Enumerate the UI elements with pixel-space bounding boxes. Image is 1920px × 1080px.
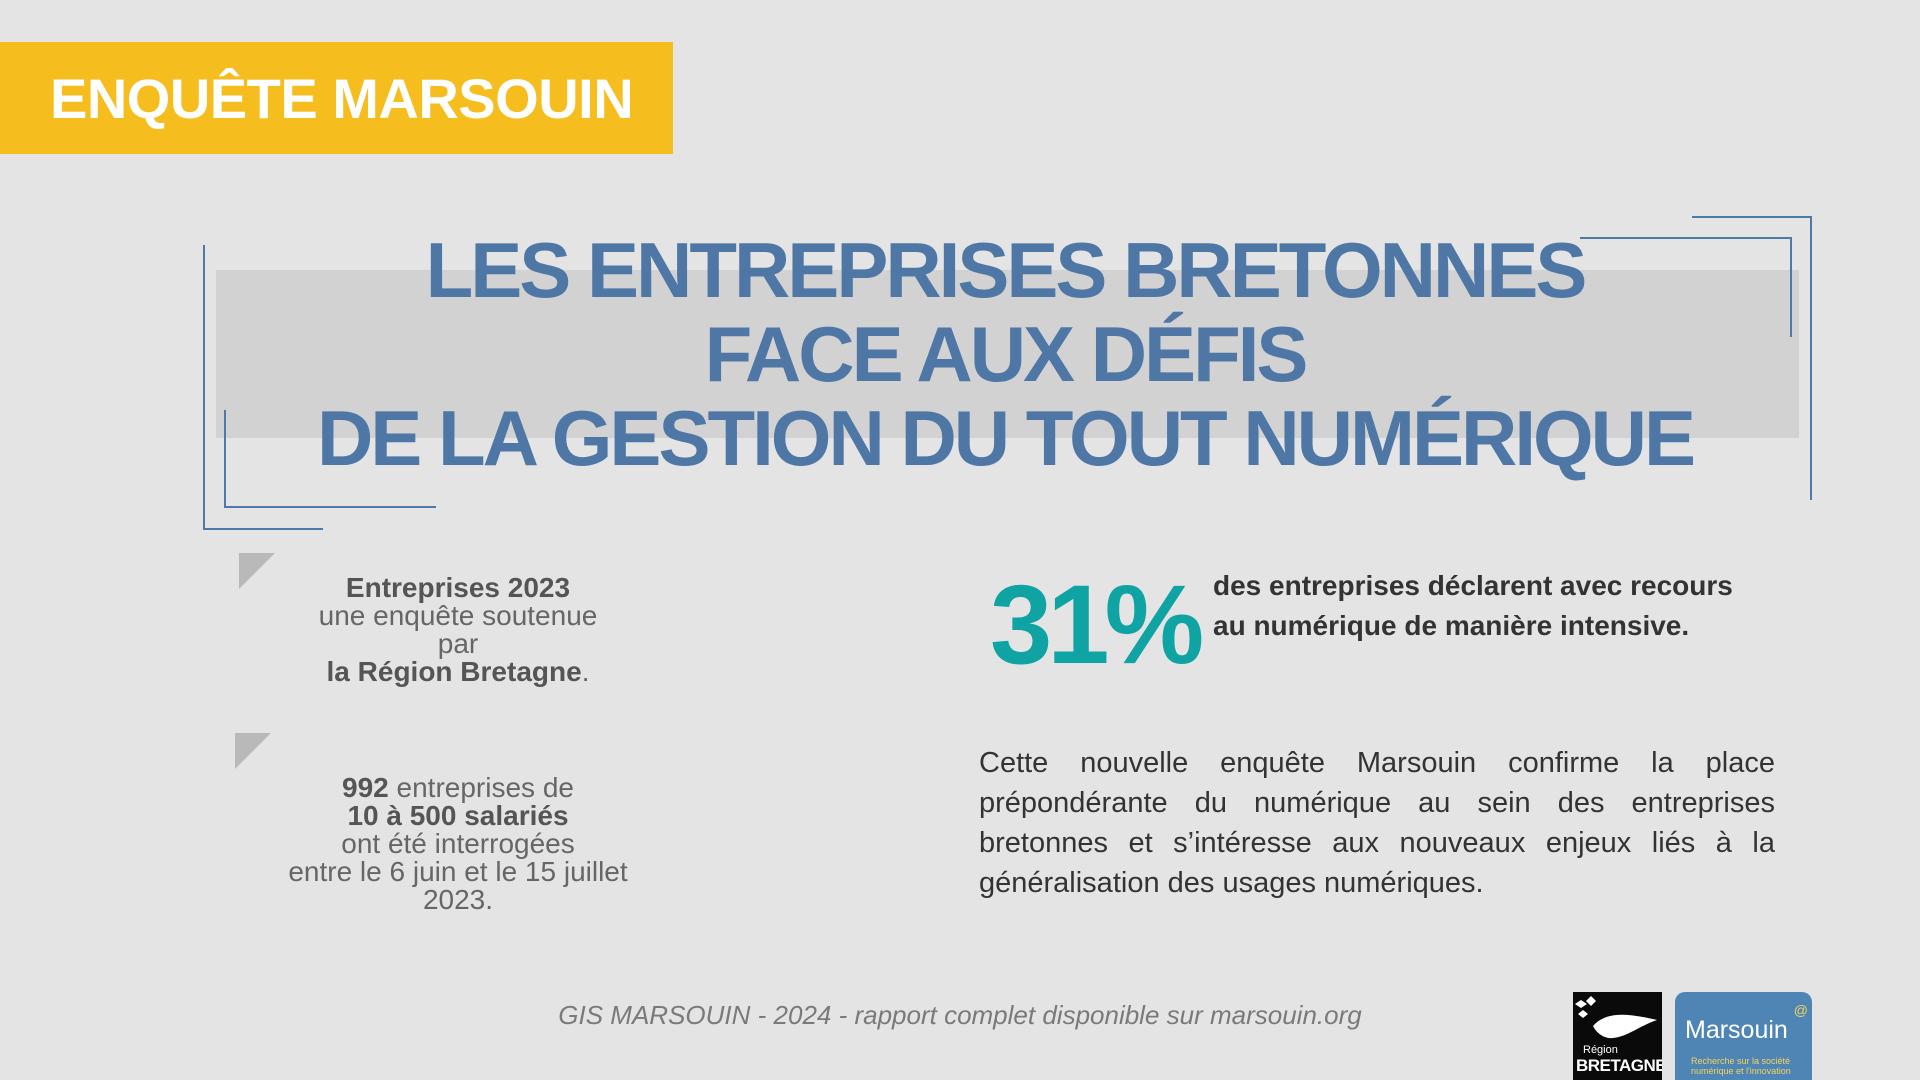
survey-info-block: Entreprises 2023 une enquête soutenue pa… <box>258 574 658 686</box>
frame-left-inner-horizontal <box>224 506 436 508</box>
survey-name: Entreprises 2023 <box>345 572 571 603</box>
frame-right-outer-vertical <box>1810 216 1812 500</box>
survey-support-par: par <box>437 628 479 659</box>
title-background-band <box>216 270 1799 438</box>
sample-year-text: 2023. <box>422 884 494 915</box>
marsouin-logo: @ Marsouin Recherche sur la société numé… <box>1675 992 1812 1080</box>
sample-interviewed-text: ont été interrogées <box>341 828 575 859</box>
sample-period-text: entre le 6 juin et le 15 juillet <box>288 856 628 887</box>
region-logo-big-text: BRETAGNE <box>1576 1056 1662 1075</box>
title-line-1: LES ENTREPRISES BRETONNES <box>425 226 1588 314</box>
region-logo-small-text: Région <box>1583 1044 1618 1056</box>
marsouin-logo-tagline: Recherche sur la société numérique et l'… <box>1691 1056 1791 1076</box>
frame-left-outer-horizontal <box>203 528 323 530</box>
region-bretagne-logo: Région BRETAGNE <box>1573 992 1662 1080</box>
footer-credit: GIS MARSOUIN - 2024 - rapport complet di… <box>558 1000 1362 1030</box>
sample-count-label: entreprises de <box>388 772 574 803</box>
sample-info-block: 992 entreprises de 10 à 500 salariés ont… <box>258 774 658 914</box>
region-bird-icon <box>1575 996 1657 1039</box>
stat-percentage: 31% <box>990 562 1204 687</box>
frame-left-outer-vertical <box>203 245 205 530</box>
main-title: LES ENTREPRISES BRETONNES FACE AUX DÉFIS… <box>200 228 1810 480</box>
survey-support-text: une enquête soutenue <box>318 600 598 631</box>
title-line-3: DE LA GESTION DU TOUT NUMÉRIQUE <box>316 394 1696 482</box>
stat-description: des entreprises déclarent avec recours a… <box>1213 570 1733 641</box>
marsouin-at-icon: @ <box>1793 1002 1808 1018</box>
header-banner: ENQUÊTE MARSOUIN <box>0 42 673 154</box>
survey-sponsor: la Région Bretagne <box>326 656 582 687</box>
sample-count: 992 <box>342 772 389 803</box>
frame-right-inner-vertical <box>1790 237 1792 337</box>
frame-left-inner-vertical <box>224 410 226 508</box>
marsouin-logo-name: Marsouin <box>1685 1016 1788 1044</box>
frame-right-outer-horizontal <box>1692 216 1812 218</box>
summary-paragraph: Cette nouvelle enquête Marsouin confirme… <box>979 747 1775 899</box>
banner-label: ENQUÊTE MARSOUIN <box>50 66 634 130</box>
survey-sponsor-period: . <box>581 656 590 687</box>
frame-right-inner-horizontal <box>1580 237 1792 239</box>
sample-size-range: 10 à 500 salariés <box>347 800 569 831</box>
title-line-2: FACE AUX DÉFIS <box>704 310 1309 398</box>
bullet-triangle-2 <box>235 733 271 769</box>
bullet-triangle-1 <box>239 553 275 589</box>
